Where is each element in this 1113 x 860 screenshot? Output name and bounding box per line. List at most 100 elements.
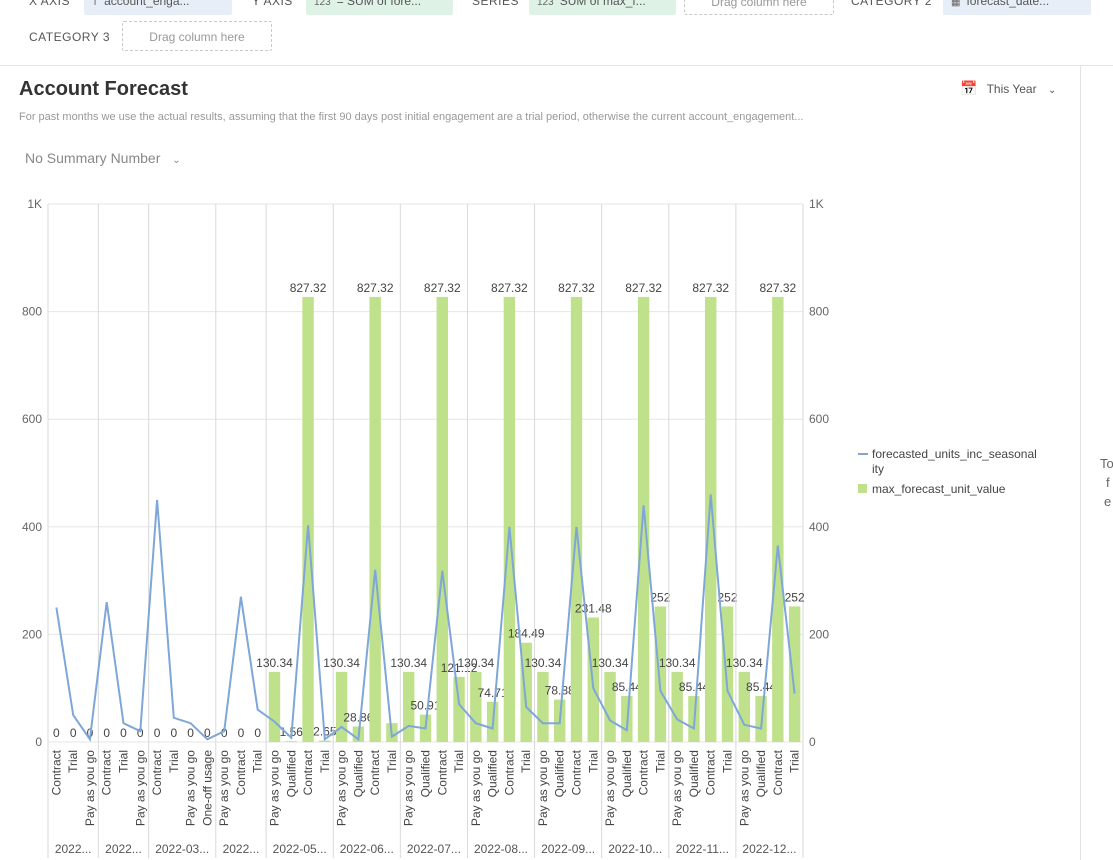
x-group-label: 2022-10...: [608, 842, 662, 856]
bar: [319, 740, 331, 742]
x-category-label: Pay as you go: [217, 750, 231, 826]
bar: [302, 296, 314, 742]
bar: [671, 671, 683, 742]
y-tick-label-left: 0: [35, 735, 42, 749]
bar-data-label: 0: [204, 726, 211, 740]
category3-drop-zone[interactable]: Drag column here: [122, 21, 272, 51]
y-tick-label-right: 200: [809, 627, 829, 641]
category2-label: CATEGORY 2: [851, 0, 933, 8]
right-panel-text-2: f: [1106, 475, 1110, 490]
x-category-label: Trial: [519, 750, 533, 773]
legend-bar-swatch: [858, 484, 867, 493]
x-category-label: Pay as you go: [184, 750, 198, 826]
bar-data-label: 0: [187, 726, 194, 740]
bar-data-label: 252: [785, 590, 805, 604]
x-group-label: 2022-05...: [273, 842, 327, 856]
x-group-label: 2022-12...: [742, 842, 796, 856]
bar: [369, 296, 381, 742]
x-category-label: Pay as you go: [670, 750, 684, 826]
x-category-label: Qualified: [687, 750, 701, 797]
numeric-type-icon: 123: [314, 0, 331, 8]
x-axis-label: X AXIS: [29, 0, 71, 8]
bar: [721, 606, 734, 742]
bar-data-label: 827.32: [625, 281, 662, 295]
summary-number-dropdown[interactable]: No Summary Number ⌄: [25, 150, 181, 166]
bar: [285, 741, 297, 742]
x-category-label: Trial: [251, 750, 265, 773]
bar-data-label: 184.49: [508, 627, 545, 641]
bar-data-label: 827.32: [491, 281, 528, 295]
x-category-label: Contract: [502, 749, 516, 795]
bar: [453, 676, 465, 742]
x-category-label: Pay as you go: [83, 750, 97, 826]
bar: [705, 296, 717, 742]
line-series: [55, 494, 796, 743]
x-group-label: 2022-11...: [676, 842, 729, 856]
bar-data-label: 130.34: [659, 656, 696, 670]
bar: [604, 671, 616, 742]
bar-data-label: 85.44: [746, 680, 776, 694]
x-category-label: Trial: [586, 750, 600, 773]
date-range-selector[interactable]: 📅 This Year ⌄: [960, 80, 1056, 97]
x-axis-field-value: account_enga...: [104, 0, 190, 8]
x-group-label: 2022...: [223, 842, 260, 856]
chart-title: Account Forecast: [19, 78, 188, 100]
x-category-label: Trial: [452, 750, 466, 773]
x-group-label: 2022-09...: [541, 842, 595, 856]
x-category-label: Pay as you go: [268, 750, 282, 826]
x-category-label: Trial: [318, 750, 332, 773]
bar-data-label: 50.91: [410, 699, 440, 713]
bar-data-label: 827.32: [424, 281, 461, 295]
bar-data-label: 231.48: [575, 601, 612, 615]
x-category-label: Pay as you go: [335, 750, 349, 826]
category2-field[interactable]: ▦ forecast_date...: [943, 0, 1091, 15]
y-tick-label-right: 600: [809, 412, 829, 426]
bar-data-label: 0: [254, 726, 261, 740]
x-category-label: Trial: [66, 750, 80, 773]
x-category-label: Contract: [150, 749, 164, 795]
category1-drop-zone[interactable]: Drag column here: [684, 0, 834, 15]
x-group-label: 2022...: [55, 842, 92, 856]
y-tick-label-right: 400: [809, 520, 829, 534]
bar: [738, 671, 750, 742]
x-category-label: One-off usage: [200, 750, 214, 826]
y-axis-field[interactable]: 123 = SUM of fore...: [306, 0, 453, 15]
bar-data-label: 121.12: [441, 661, 478, 675]
bar-data-label: 0: [120, 726, 127, 740]
x-category-label: Contract: [637, 749, 651, 795]
y-tick-label-left: 600: [22, 412, 42, 426]
x-category-label: Trial: [117, 750, 131, 773]
bar: [520, 642, 532, 742]
x-category-label: Pay as you go: [133, 750, 147, 826]
y-tick-label-left: 200: [22, 627, 42, 641]
category3-label: CATEGORY 3: [29, 30, 111, 44]
series-field[interactable]: 123 SUM of max_f...: [529, 0, 676, 15]
x-category-label: Contract: [771, 749, 785, 795]
category2-field-value: forecast_date...: [966, 0, 1050, 8]
bar: [537, 671, 549, 742]
x-category-label: Pay as you go: [536, 750, 550, 826]
x-group-label: 2022-07...: [407, 842, 461, 856]
x-category-label: Pay as you go: [603, 750, 617, 826]
date-type-icon: ▦: [951, 0, 961, 8]
x-category-label: Qualified: [419, 750, 433, 797]
bar: [335, 671, 348, 742]
x-category-label: Contract: [435, 749, 449, 795]
x-category-label: Pay as you go: [469, 750, 483, 826]
chart-description: For past months we use the actual result…: [19, 111, 804, 123]
text-type-icon: T: [92, 0, 99, 8]
right-panel-text-1: To: [1100, 456, 1113, 471]
x-category-label: Qualified: [351, 750, 365, 797]
legend-line-label-cont: ity: [872, 462, 884, 476]
bar-data-label: 130.34: [525, 656, 562, 670]
x-category-label: Qualified: [284, 750, 298, 797]
bar-data-label: 0: [238, 726, 245, 740]
x-group-label: 2022-08...: [474, 842, 528, 856]
bar: [470, 671, 482, 742]
bar-data-label: 0: [137, 726, 144, 740]
legend-line-label: forecasted_units_inc_seasonal: [872, 447, 1037, 461]
bar-data-label: 130.34: [592, 656, 629, 670]
bar-data-label: 78.88: [545, 684, 575, 698]
x-category-label: Pay as you go: [737, 750, 751, 826]
